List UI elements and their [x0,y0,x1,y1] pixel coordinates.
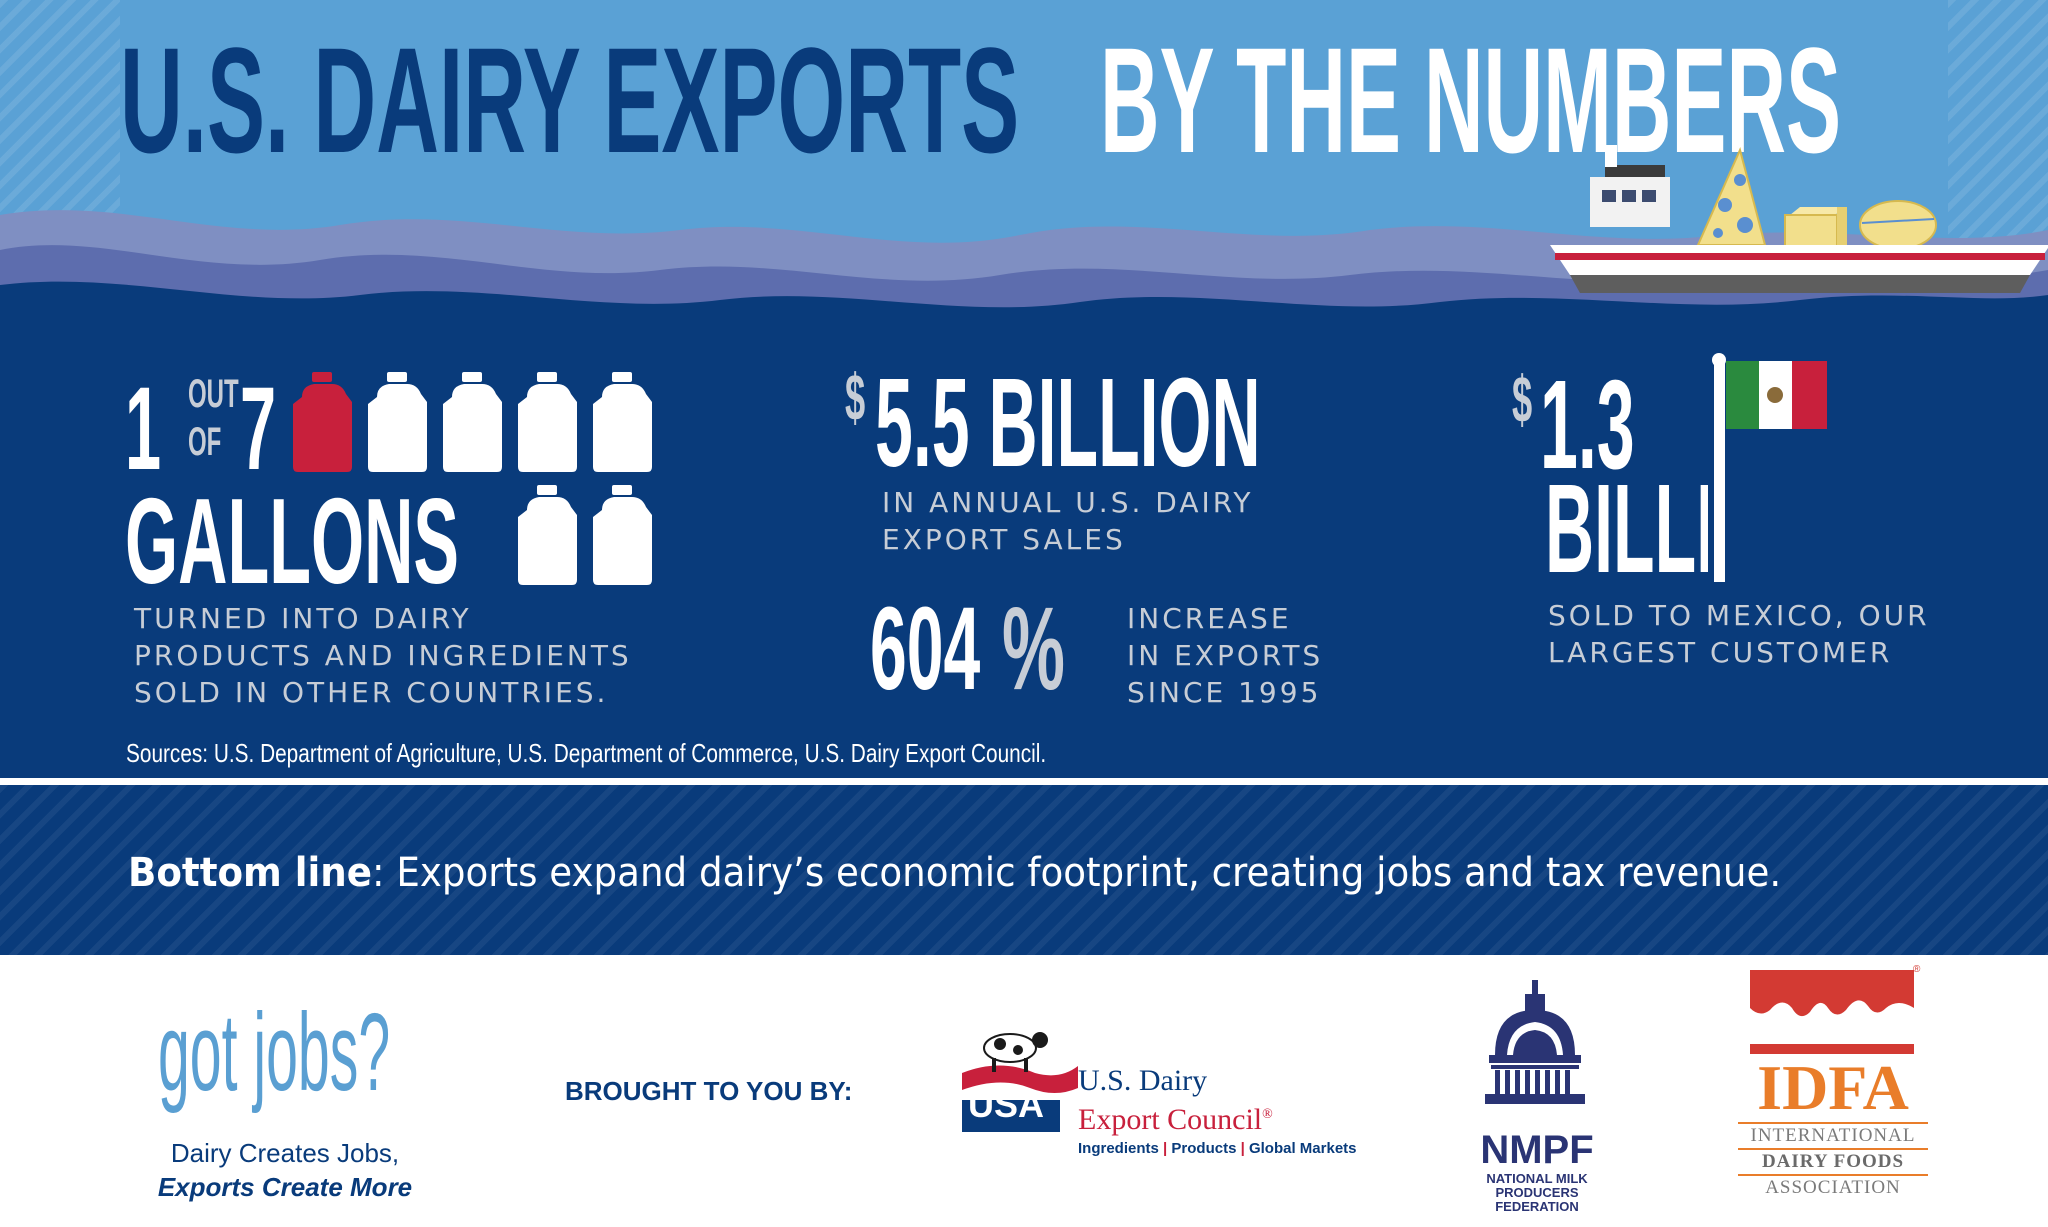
nmpf-line-1: NATIONAL MILK [1486,1171,1588,1186]
ocean-waves [0,210,2048,340]
increase-percent-sign: % [1002,583,1065,715]
bottom-line-rest: : Exports expand dairy’s economic footpr… [371,850,1782,896]
brought-to-you-by: BROUGHT TO YOU BY: [565,1076,853,1106]
gallons-desc-line-3: SOLD IN OTHER COUNTRIES. [134,676,609,709]
divider-line [0,778,2048,783]
idfa-line-3: ASSOCIATION [1738,1174,1928,1200]
bottom-line-band [0,785,2048,955]
idfa-milk-splash-icon [1750,970,1914,1054]
increase-desc-line-1: INCREASE [1127,602,1292,635]
nmpf-capitol-dome-icon [1485,980,1585,1104]
mexico-dollar-sign: $ [1512,362,1533,436]
increase-number: 604 [870,583,981,715]
stat-seven: 7 [240,363,277,495]
usdec-sub-ingredients: Ingredients [1078,1140,1159,1157]
stat-one: 1 [125,363,162,495]
idfa-line-1: INTERNATIONAL [1738,1122,1928,1150]
tagline-line-2: Exports Create More [157,1172,413,1202]
gallon-jug-highlighted-icon [293,372,352,472]
gallons-desc-line-2: PRODUCTS AND INGREDIENTS [134,639,632,672]
sales-desc-line-2: EXPORT SALES [882,523,1126,556]
gallons-description: TURNED INTO DAIRY PRODUCTS AND INGREDIEN… [134,600,632,711]
gallon-jug-icon [368,372,427,472]
gallon-jug-icon [593,372,652,472]
nmpf-full-name: NATIONAL MILK PRODUCERS FEDERATION [1452,1172,1622,1214]
mexico-description: SOLD TO MEXICO, OUR LARGEST CUSTOMER [1548,597,1930,671]
stat-gallons-word: GALLONS [125,473,459,609]
sales-dollar-sign: $ [845,360,866,434]
title-light: BY THE NUMBERS [1100,16,1842,184]
usdec-sub-products: Products [1171,1140,1237,1157]
sales-desc-line-1: IN ANNUAL U.S. DAIRY [882,486,1254,519]
tagline-line-1: Dairy Creates Jobs, [170,1138,400,1168]
mexico-value-line1: 1.3 [1540,354,1635,495]
usdec-badge: USA [968,1084,1045,1125]
sales-description: IN ANNUAL U.S. DAIRY EXPORT SALES [882,484,1254,558]
usdec-name-text: Export Council [1078,1103,1263,1136]
usdec-subline: Ingredients | Products | Global Markets [1078,1140,1357,1157]
mexico-desc-line-1: SOLD TO MEXICO, OUR [1548,599,1930,632]
usdec-reg-mark: ® [1262,1107,1273,1122]
bottom-line-bold: Bottom line [128,850,372,896]
increase-desc-line-2: IN EXPORTS [1127,639,1324,672]
got-jobs-logo: got jobs? [158,991,391,1114]
usdec-sub-global: Global Markets [1248,1140,1357,1157]
gallon-jug-icon [518,372,577,472]
cargo-ship-icon [1550,145,2048,293]
got-jobs-tagline: Dairy Creates Jobs, Exports Create More [150,1136,420,1204]
increase-desc-line-3: SINCE 1995 [1127,676,1322,709]
idfa-acronym: IDFA [1757,1052,1909,1123]
gallons-desc-line-1: TURNED INTO DAIRY [134,602,472,635]
nmpf-line-2: PRODUCERS FEDERATION [1495,1185,1579,1214]
idfa-reg-mark: ® [1913,964,1921,975]
stats-panel [0,280,2048,780]
nmpf-acronym: NMPF [1480,1128,1594,1172]
usdec-name-line2: Export Council® [1078,1098,1273,1137]
sources-note: Sources: U.S. Department of Agriculture,… [126,738,1047,768]
bottom-line-statement: Bottom line: Exports expand dairy’s econ… [128,848,1781,898]
usdec-name-line1: U.S. Dairy [1078,1064,1208,1097]
bottom-line-band-stripes [0,785,2048,955]
mexico-desc-line-2: LARGEST CUSTOMER [1548,636,1893,669]
usdec-sep-2: | [1240,1140,1245,1157]
usdec-cow-flag-icon [962,1032,1078,1132]
title-dark: U.S. DAIRY EXPORTS [120,16,1020,184]
usdec-sep-1: | [1163,1140,1168,1157]
gallon-jug-icon [518,485,577,585]
idfa-full-name: INTERNATIONAL DAIRY FOODS ASSOCIATION [1738,1122,1928,1200]
idfa-line-2: DAIRY FOODS [1761,1151,1905,1172]
mexico-flag-icon [1708,352,1838,582]
stat-of-label: OF [188,420,222,464]
stat-out-label: OUT [188,372,239,416]
gallon-jugs [293,372,652,585]
gallon-jug-icon [443,372,502,472]
gallon-jug-row [293,372,652,585]
sales-value: 5.5 BILLION [875,352,1261,493]
increase-description: INCREASE IN EXPORTS SINCE 1995 [1127,600,1323,711]
gallon-jug-icon [593,485,652,585]
